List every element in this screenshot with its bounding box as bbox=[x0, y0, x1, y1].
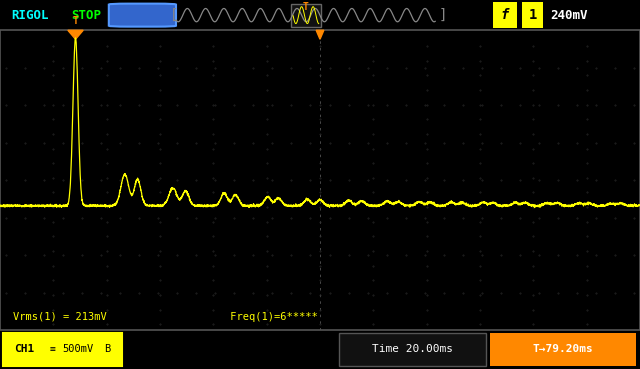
Text: 1: 1 bbox=[528, 8, 537, 22]
Text: T→79.20ms: T→79.20ms bbox=[533, 344, 593, 354]
Text: [: [ bbox=[170, 8, 178, 22]
Text: RIGOL: RIGOL bbox=[12, 8, 49, 22]
Text: B: B bbox=[104, 344, 111, 354]
FancyBboxPatch shape bbox=[490, 333, 636, 366]
Text: ≡: ≡ bbox=[50, 344, 56, 354]
Text: Freq(1)=6*****: Freq(1)=6***** bbox=[224, 312, 317, 322]
Text: T: T bbox=[72, 16, 79, 26]
FancyBboxPatch shape bbox=[522, 3, 543, 28]
Text: CH1: CH1 bbox=[14, 344, 35, 354]
Text: Vrms(1) = 213mV: Vrms(1) = 213mV bbox=[13, 312, 106, 322]
FancyBboxPatch shape bbox=[493, 3, 517, 28]
FancyBboxPatch shape bbox=[339, 333, 486, 366]
Text: Time 20.00ms: Time 20.00ms bbox=[372, 344, 453, 354]
FancyBboxPatch shape bbox=[58, 3, 115, 28]
Text: 500mV: 500mV bbox=[63, 344, 94, 354]
Text: f: f bbox=[500, 8, 509, 22]
FancyBboxPatch shape bbox=[3, 333, 122, 366]
Text: ]: ] bbox=[438, 8, 447, 22]
FancyBboxPatch shape bbox=[291, 4, 321, 27]
Polygon shape bbox=[316, 30, 324, 39]
Text: T: T bbox=[303, 3, 309, 13]
Polygon shape bbox=[302, 8, 310, 14]
Polygon shape bbox=[68, 30, 83, 39]
FancyBboxPatch shape bbox=[109, 4, 176, 27]
Text: STOP: STOP bbox=[72, 8, 101, 22]
Text: 240mV: 240mV bbox=[550, 8, 588, 22]
